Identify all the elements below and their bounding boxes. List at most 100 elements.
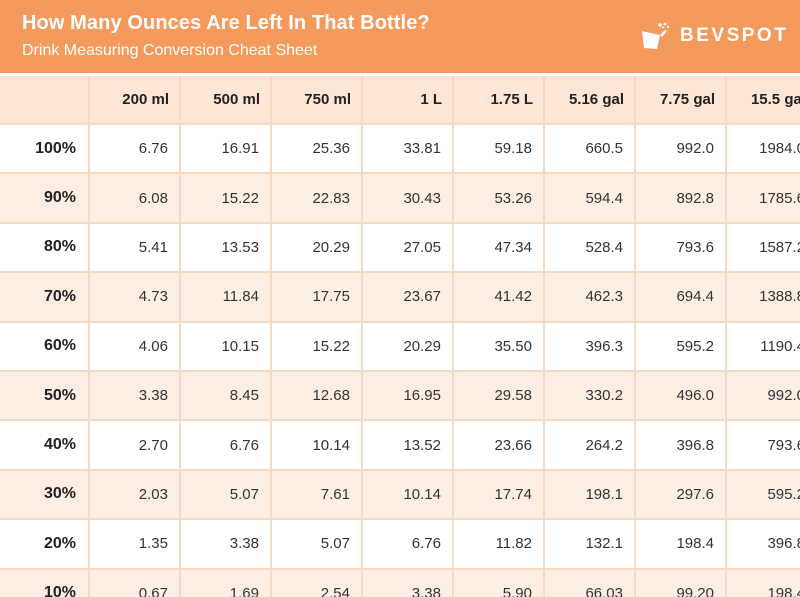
table-cell: 15.22 [181,174,270,222]
column-header: 750 ml [272,76,361,123]
table-cell: 3.38 [181,520,270,568]
table-cell: 892.8 [636,174,725,222]
table-cell: 59.18 [454,125,543,173]
table-cell: 12.68 [272,371,361,420]
table-cell: 5.07 [272,520,361,568]
table-cell: 396.8 [636,421,725,469]
table-cell: 1.35 [90,520,179,568]
table-cell: 1785.6 [727,174,800,222]
row-label: 90% [0,174,88,222]
table-cell: 198.1 [545,470,634,519]
table-cell: 30.43 [363,174,452,222]
table-cell: 16.95 [363,371,452,420]
table-cell: 23.67 [363,273,452,321]
table-cell: 35.50 [454,322,543,370]
table-cell: 992.0 [727,371,800,420]
table-cell: 1984.0 [727,125,800,173]
table-cell: 1.69 [181,569,270,597]
table-cell: 10.15 [181,322,270,370]
table-cell: 1388.8 [727,273,800,321]
table-cell: 6.76 [363,520,452,568]
bottle-tilt-icon [642,22,670,49]
table-corner [0,76,88,123]
table-cell: 33.81 [363,125,452,173]
table-cell: 496.0 [636,371,725,420]
chart-title: How Many Ounces Are Left In That Bottle? [22,12,430,34]
table-cell: 3.38 [363,569,452,597]
table-cell: 15.22 [272,322,361,370]
table-cell: 396.3 [545,322,634,370]
table-cell: 2.03 [90,470,179,519]
table-cell: 198.4 [636,520,725,568]
table-cell: 41.42 [454,273,543,321]
column-header: 1 L [363,76,452,123]
table-cell: 11.82 [454,520,543,568]
table-cell: 132.1 [545,520,634,568]
table-cell: 22.83 [272,174,361,222]
table-cell: 4.06 [90,322,179,370]
row-label: 100% [0,125,88,173]
header-banner: How Many Ounces Are Left In That Bottle?… [0,0,800,73]
table-cell: 99.20 [636,569,725,597]
table-cell: 27.05 [363,223,452,272]
row-label: 60% [0,322,88,370]
table-cell: 297.6 [636,470,725,519]
table-cell: 595.2 [727,470,800,519]
table-cell: 594.4 [545,174,634,222]
table-cell: 793.6 [727,421,800,469]
row-label: 10% [0,569,88,597]
column-header: 15.5 gal [727,76,800,123]
table-cell: 3.38 [90,371,179,420]
table-cell: 198.4 [727,569,800,597]
table-cell: 992.0 [636,125,725,173]
table-cell: 1587.2 [727,223,800,272]
table-cell: 6.08 [90,174,179,222]
table-cell: 1190.4 [727,322,800,370]
table-cell: 53.26 [454,174,543,222]
table-cell: 25.36 [272,125,361,173]
table-cell: 694.4 [636,273,725,321]
table-cell: 462.3 [545,273,634,321]
row-label: 20% [0,520,88,568]
table-cell: 13.53 [181,223,270,272]
table-cell: 2.70 [90,421,179,469]
table-cell: 66.03 [545,569,634,597]
row-label: 50% [0,371,88,420]
table-cell: 20.29 [272,223,361,272]
table-cell: 11.84 [181,273,270,321]
table-cell: 6.76 [181,421,270,469]
row-label: 70% [0,273,88,321]
table-cell: 595.2 [636,322,725,370]
column-header: 7.75 gal [636,76,725,123]
table-cell: 16.91 [181,125,270,173]
brand-name: BEVSPOT [680,25,789,46]
column-header: 1.75 L [454,76,543,123]
table-cell: 17.74 [454,470,543,519]
column-header: 500 ml [181,76,270,123]
table-cell: 0.67 [90,569,179,597]
table-cell: 264.2 [545,421,634,469]
table-cell: 10.14 [272,421,361,469]
table-cell: 5.07 [181,470,270,519]
table-cell: 5.90 [454,569,543,597]
table-cell: 23.66 [454,421,543,469]
table-cell: 528.4 [545,223,634,272]
table-cell: 5.41 [90,223,179,272]
brand-logo: BEVSPOT [638,21,788,51]
table-cell: 17.75 [272,273,361,321]
row-label: 80% [0,223,88,272]
table-cell: 8.45 [181,371,270,420]
table-cell: 396.8 [727,520,800,568]
table-cell: 7.61 [272,470,361,519]
table-cell: 10.14 [363,470,452,519]
table-cell: 330.2 [545,371,634,420]
conversion-table: 200 ml 500 ml 750 ml 1 L 1.75 L 5.16 gal 7.75 … [0,76,800,597]
column-header: 5.16 gal [545,76,634,123]
chart-subtitle: Drink Measuring Conversion Cheat Sheet [22,42,318,59]
table-cell: 20.29 [363,322,452,370]
table-cell: 47.34 [454,223,543,272]
table-cell: 6.76 [90,125,179,173]
table-cell: 4.73 [90,273,179,321]
column-header: 200 ml [90,76,179,123]
table-cell: 13.52 [363,421,452,469]
